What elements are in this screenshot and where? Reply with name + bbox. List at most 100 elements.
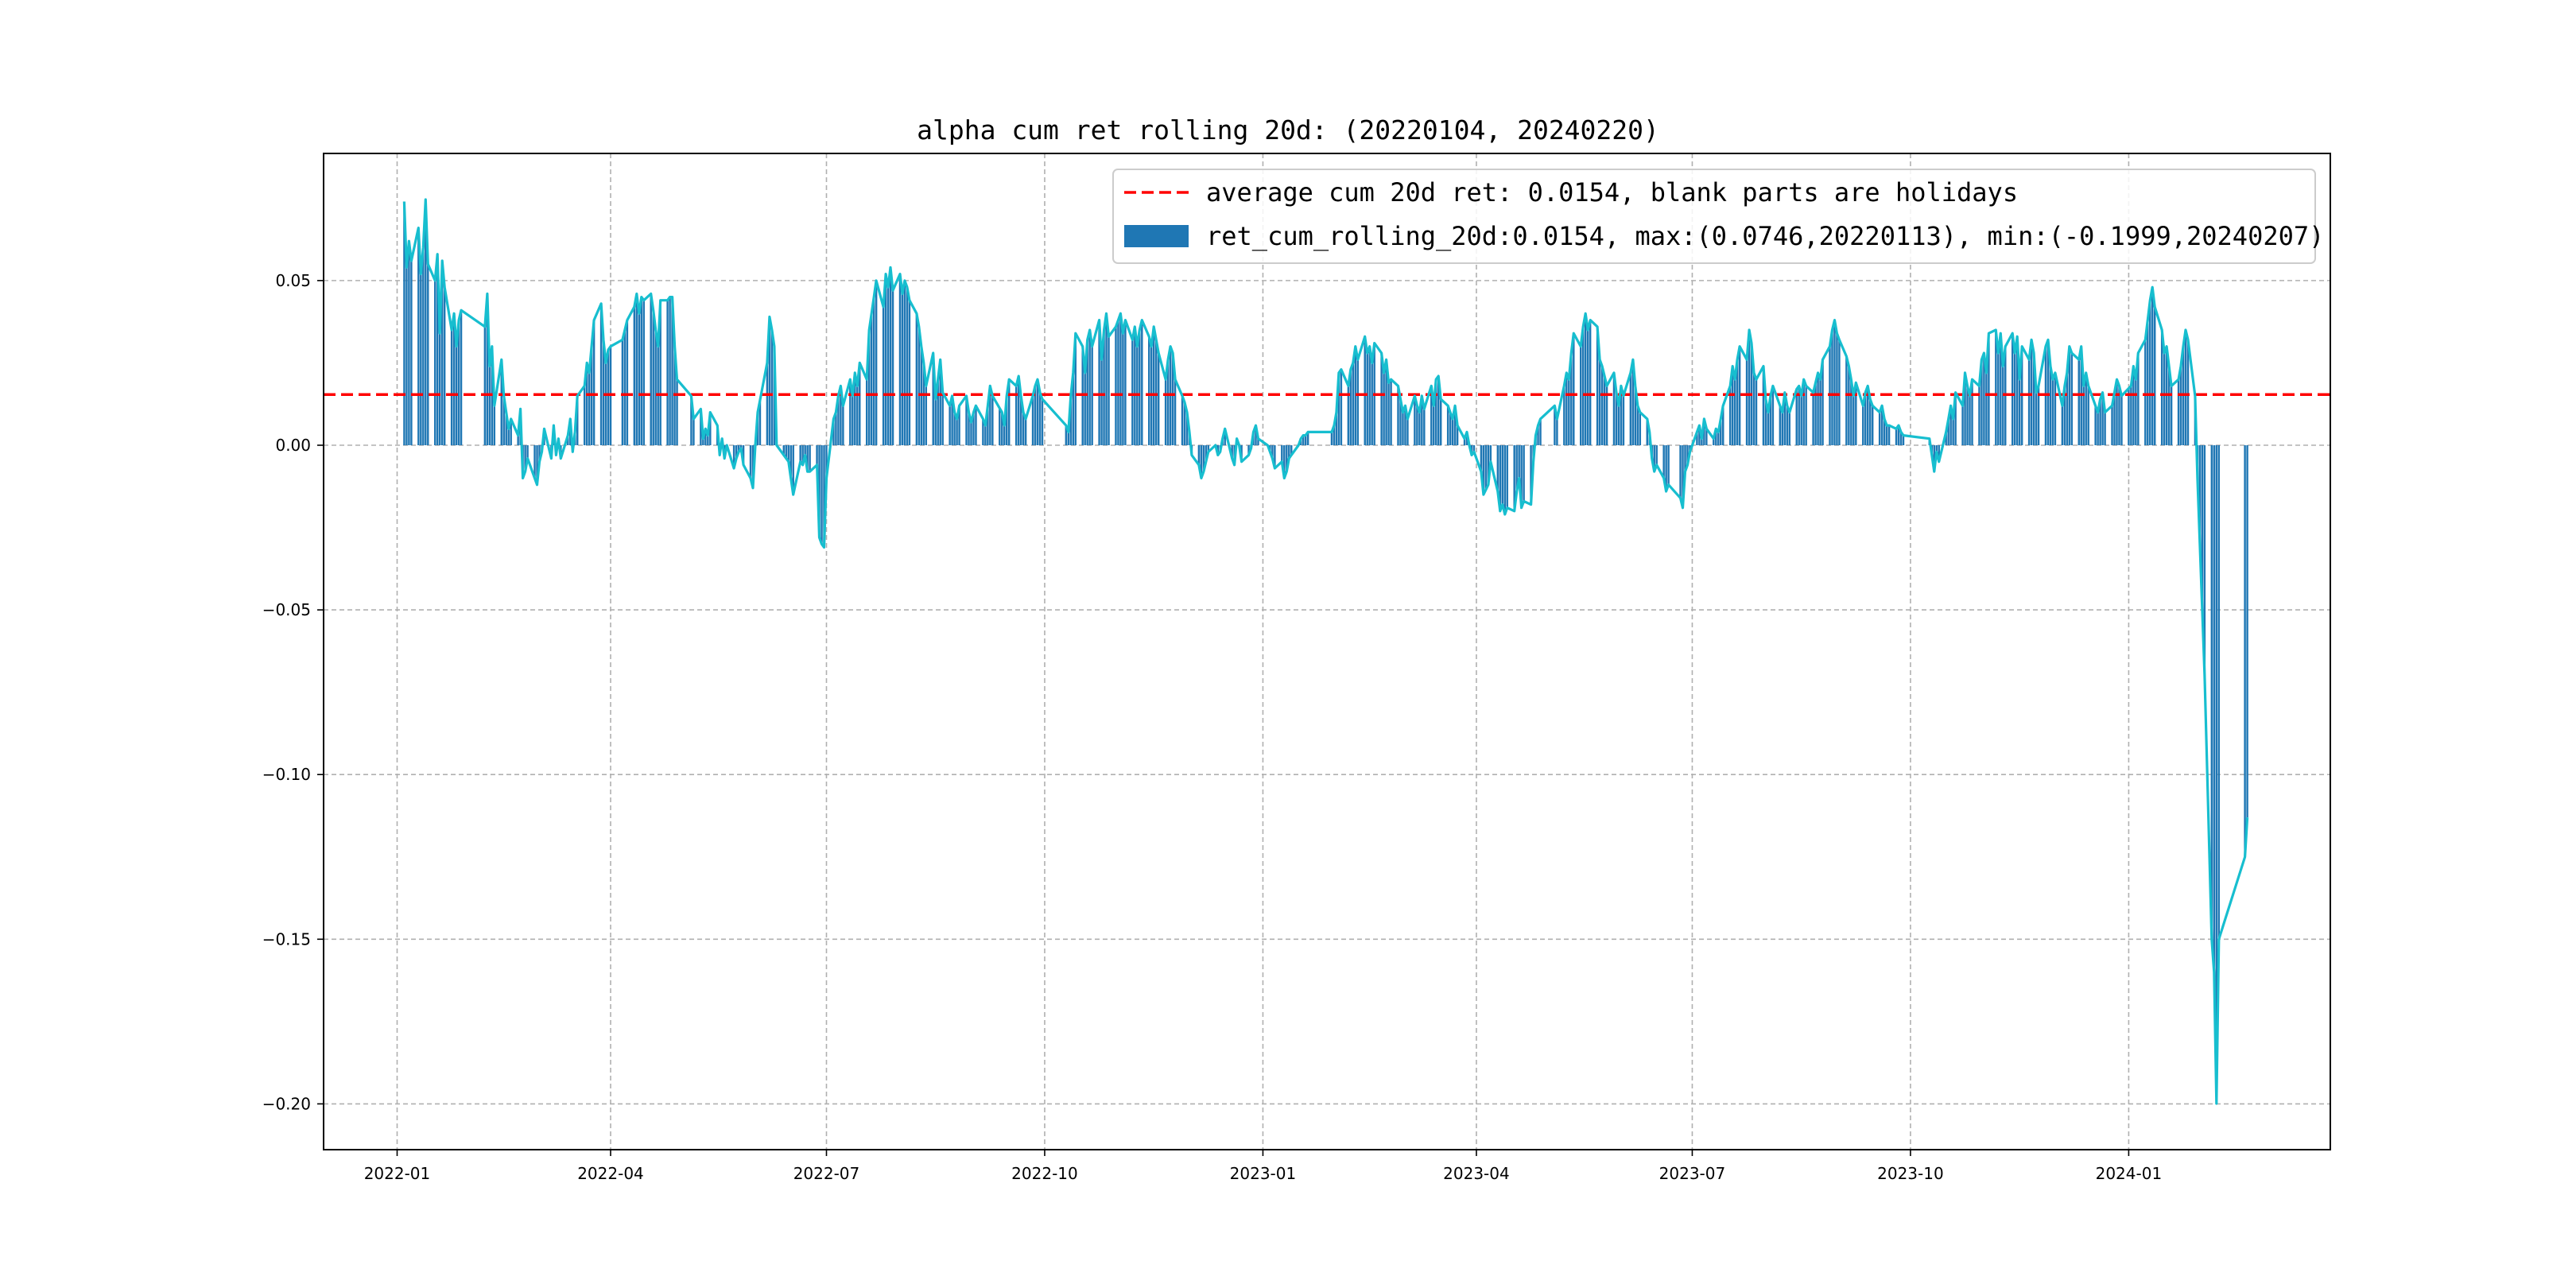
bar xyxy=(2149,300,2151,445)
bar xyxy=(1783,392,1787,445)
bar xyxy=(576,395,579,445)
bar xyxy=(1880,405,1884,445)
bar xyxy=(450,330,453,445)
bar xyxy=(1271,444,1274,459)
bar xyxy=(898,274,902,445)
bar xyxy=(915,313,918,445)
bar xyxy=(1067,432,1070,445)
bar xyxy=(704,429,707,445)
bar xyxy=(1333,425,1336,445)
bar xyxy=(1728,386,1732,445)
bar xyxy=(785,444,787,459)
bar xyxy=(870,313,873,445)
bar xyxy=(1812,392,1814,445)
bar xyxy=(1074,333,1077,445)
bar xyxy=(2132,366,2135,445)
bar xyxy=(1482,444,1485,495)
bar xyxy=(567,435,569,445)
bar xyxy=(1283,444,1286,479)
bar xyxy=(1435,379,1437,445)
bar xyxy=(937,379,939,445)
bar xyxy=(906,287,909,445)
bar xyxy=(1430,386,1433,445)
bar xyxy=(1897,425,1900,445)
bar xyxy=(1418,412,1421,445)
bar xyxy=(1364,336,1366,445)
bar xyxy=(2154,307,2156,445)
bar xyxy=(1684,444,1686,472)
bar xyxy=(1539,418,1542,445)
bar xyxy=(405,267,408,445)
bar xyxy=(1838,339,1841,445)
bar xyxy=(1885,425,1888,445)
bar xyxy=(816,444,818,465)
bar xyxy=(939,359,941,445)
bar xyxy=(438,333,441,445)
series-line xyxy=(402,198,2249,1105)
bar xyxy=(1131,339,1134,445)
bar xyxy=(2186,339,2190,445)
bar xyxy=(842,405,844,445)
bar xyxy=(1100,359,1103,445)
bar xyxy=(1762,366,1765,445)
bar xyxy=(1646,418,1648,445)
bar xyxy=(2097,412,2099,445)
bar xyxy=(1665,444,1667,491)
bar xyxy=(1969,395,1971,445)
bar xyxy=(821,444,823,545)
bar xyxy=(1938,444,1940,462)
legend-series-swatch xyxy=(1124,225,1189,247)
bar xyxy=(889,267,892,445)
bar xyxy=(1433,405,1435,445)
bar xyxy=(984,425,987,445)
bar xyxy=(1224,429,1226,445)
bar xyxy=(1453,405,1457,445)
bar xyxy=(799,444,801,462)
bar xyxy=(1629,372,1632,445)
bar xyxy=(1867,386,1869,445)
bar xyxy=(1515,444,1518,491)
bar xyxy=(1496,444,1499,491)
bar xyxy=(1755,379,1758,445)
bar xyxy=(1581,326,1585,445)
y-tick-label: −0.10 xyxy=(262,765,311,784)
bar xyxy=(1506,444,1508,508)
bar xyxy=(1573,333,1575,445)
bar xyxy=(1006,395,1008,445)
bar xyxy=(1185,412,1189,445)
bar xyxy=(1745,359,1748,445)
bar xyxy=(891,290,894,445)
bar xyxy=(770,330,774,445)
bar xyxy=(2049,366,2052,445)
bar xyxy=(2179,366,2182,445)
bar xyxy=(1164,379,1167,445)
bar xyxy=(2198,444,2202,545)
bar xyxy=(2099,399,2101,445)
bar xyxy=(2027,359,2031,445)
bar xyxy=(2046,339,2050,445)
bar xyxy=(1024,418,1027,445)
bar xyxy=(1850,379,1852,445)
bar xyxy=(2111,405,2113,445)
bar xyxy=(1134,326,1136,445)
bar xyxy=(422,247,425,445)
legend-avg-label: average cum 20d ret: 0.0154, blank parts… xyxy=(1206,177,2018,208)
bar xyxy=(882,307,885,445)
bar xyxy=(1105,313,1108,445)
bar xyxy=(804,444,806,456)
bar xyxy=(1069,395,1073,445)
bar xyxy=(825,444,828,479)
bar xyxy=(854,372,856,445)
bar xyxy=(1662,444,1665,479)
bar xyxy=(1383,372,1385,445)
bar xyxy=(1631,359,1635,445)
bar xyxy=(621,339,624,445)
bar xyxy=(2066,372,2069,445)
bar xyxy=(1563,386,1565,445)
axis-ticks: 2022-01 2022-04 2022-07 2022-10 2023-01 2023-… xyxy=(262,271,2162,1183)
bar xyxy=(692,418,695,445)
bar xyxy=(849,379,852,445)
x-tick-label: 2022-07 xyxy=(793,1164,860,1183)
bar xyxy=(420,274,422,445)
